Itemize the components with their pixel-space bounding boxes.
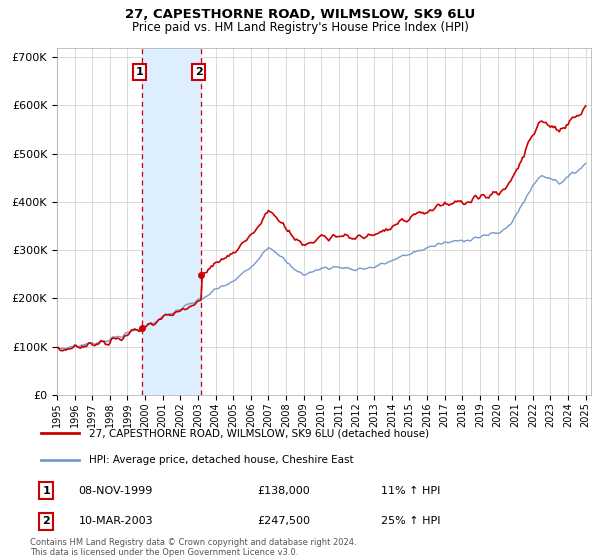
Text: 10-MAR-2003: 10-MAR-2003 <box>79 516 153 526</box>
Text: 2: 2 <box>195 67 203 77</box>
Text: 27, CAPESTHORNE ROAD, WILMSLOW, SK9 6LU (detached house): 27, CAPESTHORNE ROAD, WILMSLOW, SK9 6LU … <box>89 428 430 438</box>
Text: £247,500: £247,500 <box>257 516 310 526</box>
Text: Price paid vs. HM Land Registry's House Price Index (HPI): Price paid vs. HM Land Registry's House … <box>131 21 469 34</box>
Text: 08-NOV-1999: 08-NOV-1999 <box>79 486 153 496</box>
Text: 1: 1 <box>43 486 50 496</box>
Bar <box>142 48 202 395</box>
Text: 2: 2 <box>43 516 50 526</box>
Text: 1: 1 <box>136 67 144 77</box>
Text: 27, CAPESTHORNE ROAD, WILMSLOW, SK9 6LU: 27, CAPESTHORNE ROAD, WILMSLOW, SK9 6LU <box>125 8 475 21</box>
Text: Contains HM Land Registry data © Crown copyright and database right 2024.
This d: Contains HM Land Registry data © Crown c… <box>30 538 356 557</box>
Text: 11% ↑ HPI: 11% ↑ HPI <box>381 486 440 496</box>
Text: HPI: Average price, detached house, Cheshire East: HPI: Average price, detached house, Ches… <box>89 455 354 465</box>
Text: 25% ↑ HPI: 25% ↑ HPI <box>381 516 440 526</box>
Text: £138,000: £138,000 <box>257 486 310 496</box>
